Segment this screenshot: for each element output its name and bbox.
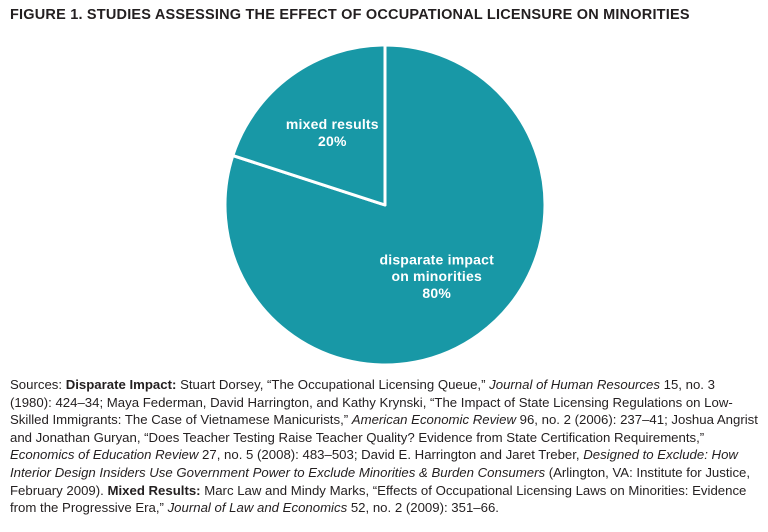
figure-title: FIGURE 1. STUDIES ASSESSING THE EFFECT O… — [10, 7, 690, 23]
pie-chart: disparate impact on minorities 80% mixed re… — [223, 43, 547, 367]
sources-segment: American Economic Review — [351, 412, 516, 428]
sources-segment: Economics of Education Review — [10, 447, 199, 463]
sources-segment: Stuart Dorsey, “The Occupational Licensi… — [180, 377, 490, 392]
sources-segment: Designed to Exclude: How Interior Design… — [10, 447, 738, 480]
sources-segment: 52, no. 2 (2009): 351–66. — [347, 500, 499, 516]
sources-text: Sources: Disparate Impact: Stuart Dorsey… — [10, 376, 760, 517]
sources-segment: Journal of Law and Economics — [167, 500, 348, 516]
pie-slice-label-disparate-impact: disparate impact on minorities 80% — [379, 251, 494, 301]
sources-segment: Journal of Human Resources — [489, 377, 660, 392]
sources-segment: (Arlington, VA: Institute for Justice, F… — [10, 464, 751, 498]
sources-segment: Disparate Impact: — [65, 377, 181, 392]
pie-slice-mixed-results — [231, 43, 387, 207]
pie-chart-svg: disparate impact on minorities 80% mixed re… — [223, 43, 547, 367]
sources-segment: 15, no. 3 (1980): 424–34; Maya Federman,… — [10, 377, 733, 428]
sources-segment: Marc Law and Mindy Marks, “Effects of Oc… — [10, 482, 747, 516]
sources-segment: Mixed Results: — [107, 482, 205, 498]
pie-slice-label-mixed-results: mixed results 20% — [286, 116, 379, 149]
sources-segment: 27, no. 5 (2008): 483–503; David E. Harr… — [198, 447, 584, 463]
sources-segment: Sources: — [10, 377, 66, 392]
sources-segment: 96, no. 2 (2006): 237–41; Joshua Angrist… — [10, 412, 758, 445]
